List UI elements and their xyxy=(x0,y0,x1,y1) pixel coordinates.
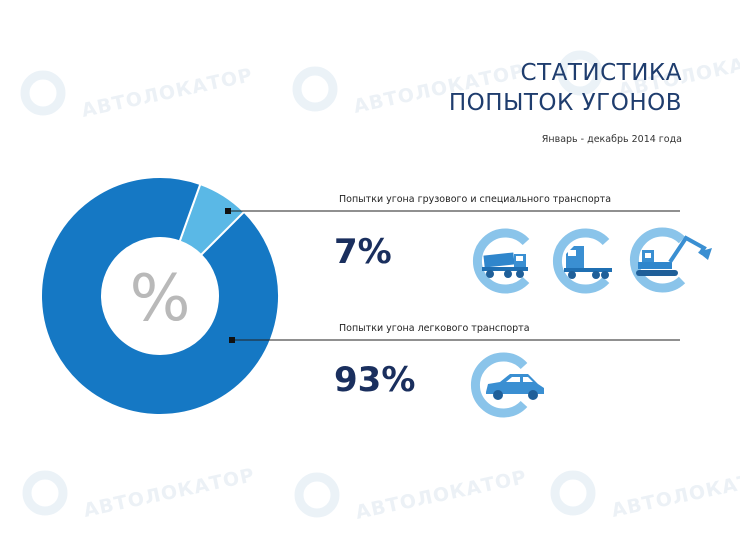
leader-dot xyxy=(229,337,235,343)
watermark-logo-icon xyxy=(550,470,596,516)
watermark-logo-icon xyxy=(20,70,66,116)
category-label-cars: Попытки угона легкового транспорта xyxy=(339,323,530,334)
page-subtitle: Январь - декабрь 2014 года xyxy=(541,134,682,145)
donut-center-symbol: % xyxy=(130,262,191,336)
watermark-logo-icon xyxy=(294,472,340,518)
title-block: СТАТИСТИКА ПОПЫТОК УГОНОВ Январь - декаб… xyxy=(449,58,682,145)
watermark-logo-icon xyxy=(22,470,68,516)
watermark-logo-icon xyxy=(292,66,338,112)
semi-truck-icon xyxy=(553,228,612,294)
category-label-trucks: Попытки угона грузового и специального т… xyxy=(339,194,612,205)
data-label-trucks: 7% xyxy=(334,232,392,272)
excavator-icon xyxy=(629,227,712,293)
dump-truck-icon xyxy=(473,228,530,294)
page-title-line-2: ПОПЫТОК УГОНОВ xyxy=(448,90,682,116)
watermark: АВТОЛОКАТОР xyxy=(548,464,740,522)
car-icon xyxy=(471,352,544,418)
watermark: АВТОЛОКАТОР xyxy=(18,64,255,122)
watermark: АВТОЛОКАТОР xyxy=(555,44,740,102)
watermark: АВТОЛОКАТОР xyxy=(292,466,529,524)
data-label-cars: 93% xyxy=(334,360,416,400)
page-title-line-1: СТАТИСТИКА xyxy=(520,60,682,86)
watermark: АВТОЛОКАТОР xyxy=(20,464,257,522)
watermark-logo-icon xyxy=(557,50,603,96)
watermark: АВТОЛОКАТОР xyxy=(290,60,527,118)
pie-slice-cars xyxy=(40,176,280,416)
leader-dot xyxy=(225,208,231,214)
